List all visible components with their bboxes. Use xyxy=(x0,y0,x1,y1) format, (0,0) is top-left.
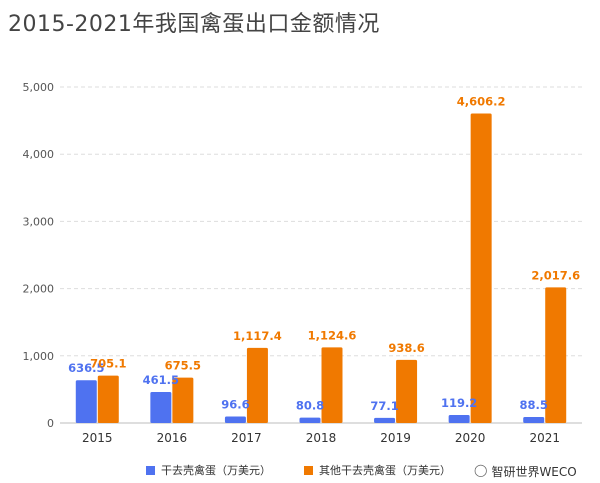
data-label-series-2: 675.5 xyxy=(165,359,201,373)
data-label-series-1: 96.6 xyxy=(221,398,249,412)
data-label-series-1: 636.5 xyxy=(68,361,104,375)
data-label-series-1: 80.8 xyxy=(296,399,324,413)
legend: 干去壳禽蛋（万美元） 其他干去壳禽蛋（万美元） xyxy=(0,462,600,482)
bar-series-2 xyxy=(172,377,194,423)
y-tick-label: 2,000 xyxy=(23,283,55,296)
bar-series-1 xyxy=(224,416,246,423)
data-label-series-2: 1,117.4 xyxy=(233,329,282,343)
legend-label-series-1: 干去壳禽蛋（万美元） xyxy=(161,464,271,477)
legend-swatch-series-2 xyxy=(304,465,313,475)
x-tick-label: 2017 xyxy=(231,431,262,445)
bar-series-2 xyxy=(545,287,567,423)
data-label-series-2: 2,017.6 xyxy=(531,268,580,282)
bar-series-1 xyxy=(448,414,470,423)
y-tick-label: 0 xyxy=(47,417,54,430)
y-tick-label: 1,000 xyxy=(23,350,55,363)
x-tick-label: 2018 xyxy=(306,431,337,445)
legend-swatch-series-1 xyxy=(146,465,155,475)
y-tick-label: 4,000 xyxy=(23,148,55,161)
bar-series-1 xyxy=(523,417,545,423)
bar-series-1 xyxy=(374,417,396,423)
watermark-text: 智研世界WECO xyxy=(491,465,577,479)
bar-series-2 xyxy=(97,375,119,423)
bar-series-1 xyxy=(75,380,97,423)
data-label-series-2: 1,124.6 xyxy=(308,328,357,342)
legend-item-series-1[interactable]: 干去壳禽蛋（万美元） xyxy=(146,462,271,478)
data-label-series-2: 4,606.2 xyxy=(457,94,506,108)
watermark: ◯ 智研世界WECO xyxy=(474,463,600,483)
x-tick-label: 2021 xyxy=(529,431,560,445)
legend-label-series-2: 其他干去壳禽蛋（万美元） xyxy=(319,464,451,477)
legend-item-series-2[interactable]: 其他干去壳禽蛋（万美元） xyxy=(304,462,451,478)
y-tick-label: 3,000 xyxy=(23,215,55,228)
data-label-series-1: 77.1 xyxy=(370,399,398,413)
x-tick-label: 2020 xyxy=(455,431,486,445)
chart-title: 2015-2021年我国禽蛋出口金额情况 xyxy=(8,12,380,37)
weibo-icon: ◯ xyxy=(474,463,488,477)
bar-series-1 xyxy=(299,417,321,423)
data-label-series-2: 938.6 xyxy=(388,341,424,355)
bars xyxy=(75,113,567,423)
bar-series-2 xyxy=(396,359,418,423)
x-tick-label: 2019 xyxy=(380,431,411,445)
bar-series-2 xyxy=(246,347,268,423)
data-label-series-1: 88.5 xyxy=(520,398,548,412)
x-axis-ticks: 2015 2016 2017 2018 2019 2020 2021 xyxy=(82,431,560,445)
x-tick-label: 2016 xyxy=(157,431,188,445)
grid-lines xyxy=(60,86,582,424)
bar-series-1 xyxy=(150,391,172,423)
bar-series-2 xyxy=(321,347,343,423)
data-label-series-1: 119.2 xyxy=(441,396,477,410)
y-axis-ticks: 0 1,000 2,000 3,000 4,000 5,000 xyxy=(23,81,55,430)
y-tick-label: 5,000 xyxy=(23,81,55,94)
data-label-series-2: 705.1 xyxy=(90,357,126,371)
data-label-series-1: 461.5 xyxy=(143,373,179,387)
bar-series-2 xyxy=(470,113,492,423)
x-tick-label: 2015 xyxy=(82,431,113,445)
data-labels: 636.5 461.5 96.6 80.8 77.1 119.2 88.5 705.1 675.… xyxy=(68,94,580,412)
